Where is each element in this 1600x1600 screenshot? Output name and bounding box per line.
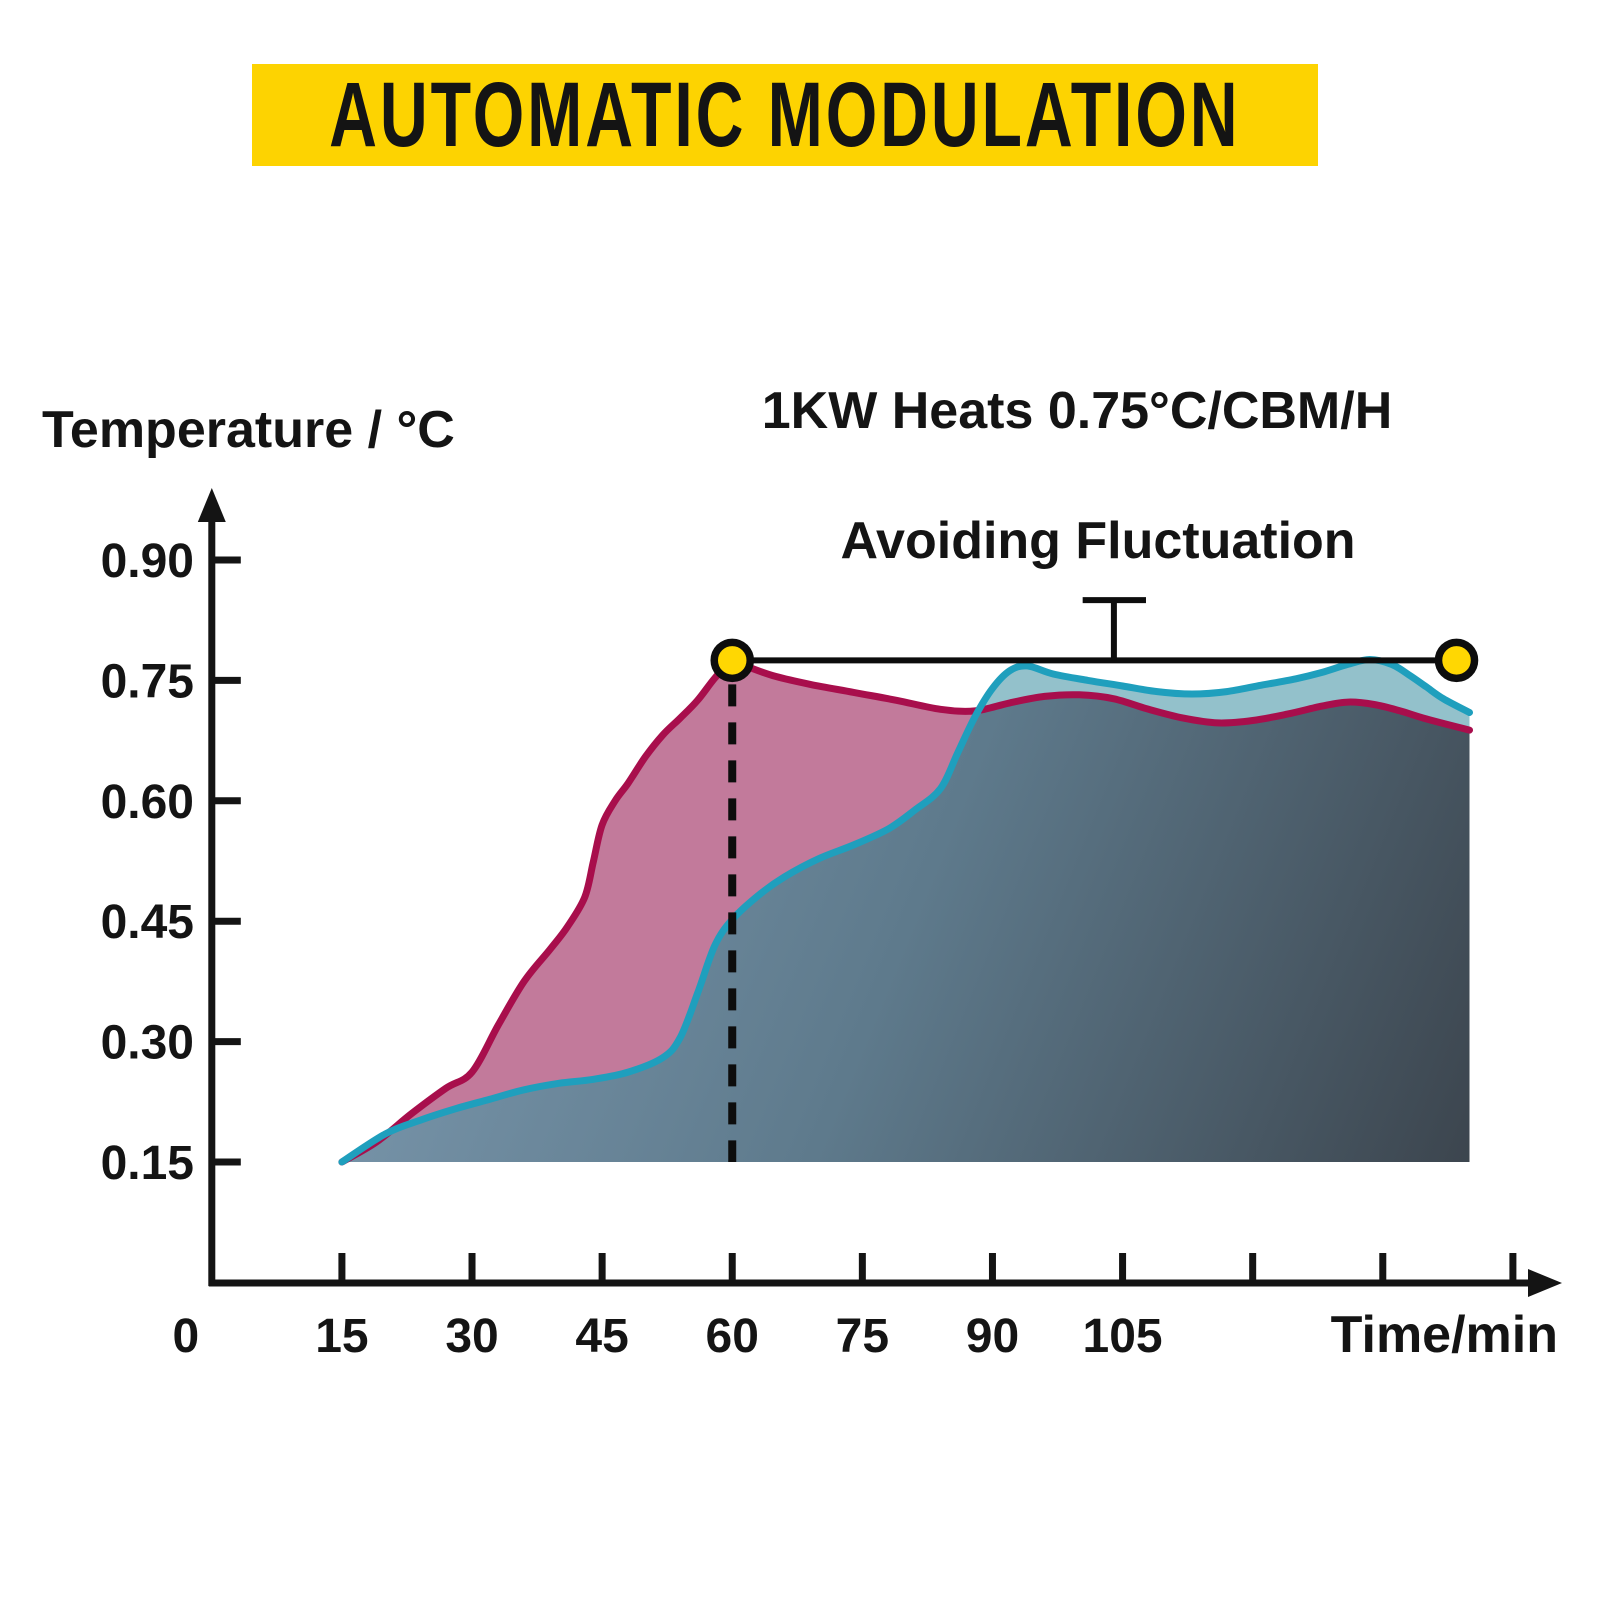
y-tick-label: 0.15 (101, 1137, 194, 1190)
x-axis-arrow (1528, 1269, 1562, 1297)
series-curves (338, 655, 1473, 1166)
annotation-label: Avoiding Fluctuation (840, 512, 1355, 570)
title-banner: AUTOMATIC MODULATION (252, 64, 1318, 166)
y-tick-label: 0.90 (101, 535, 194, 588)
x-tick-label: 30 (445, 1310, 498, 1363)
tick-labels: 15 30 45 60 75 90 105 0 0.15 0.30 0.45 0.60 0.75 0.90 (101, 535, 1163, 1363)
axes (197, 488, 1562, 1297)
x-tick-label: 75 (836, 1310, 889, 1363)
setpoint-marker-left (710, 638, 754, 683)
chart-subtitle: 1KW Heats 0.75°C/CBM/H (762, 382, 1393, 440)
x-origin-label: 0 (172, 1310, 199, 1363)
y-tick-label: 0.45 (101, 896, 194, 949)
y-axis-title: Temperature / °C (42, 401, 455, 459)
y-tick-label: 0.30 (101, 1017, 194, 1070)
rapid-heat-line (338, 656, 1473, 1166)
x-tick-label: 15 (315, 1310, 368, 1363)
x-axis-title: Time/min (1331, 1306, 1558, 1364)
y-tick-label: 0.75 (101, 655, 194, 708)
setpoint-marker-right (1434, 638, 1479, 683)
overlap-area (341, 694, 1470, 1162)
x-tick-label: 105 (1083, 1310, 1163, 1363)
tick-marks (211, 556, 1517, 1283)
x-tick-label: 90 (966, 1310, 1019, 1363)
y-tick-label: 0.60 (101, 776, 194, 829)
x-tick-label: 45 (575, 1310, 628, 1363)
y-axis-arrow (197, 488, 226, 522)
chart-annotations (710, 597, 1479, 1162)
series-areas (341, 659, 1470, 1162)
page-title: AUTOMATIC MODULATION (329, 64, 1241, 166)
x-tick-label: 60 (706, 1310, 759, 1363)
modulated-heat-line (338, 655, 1473, 1166)
